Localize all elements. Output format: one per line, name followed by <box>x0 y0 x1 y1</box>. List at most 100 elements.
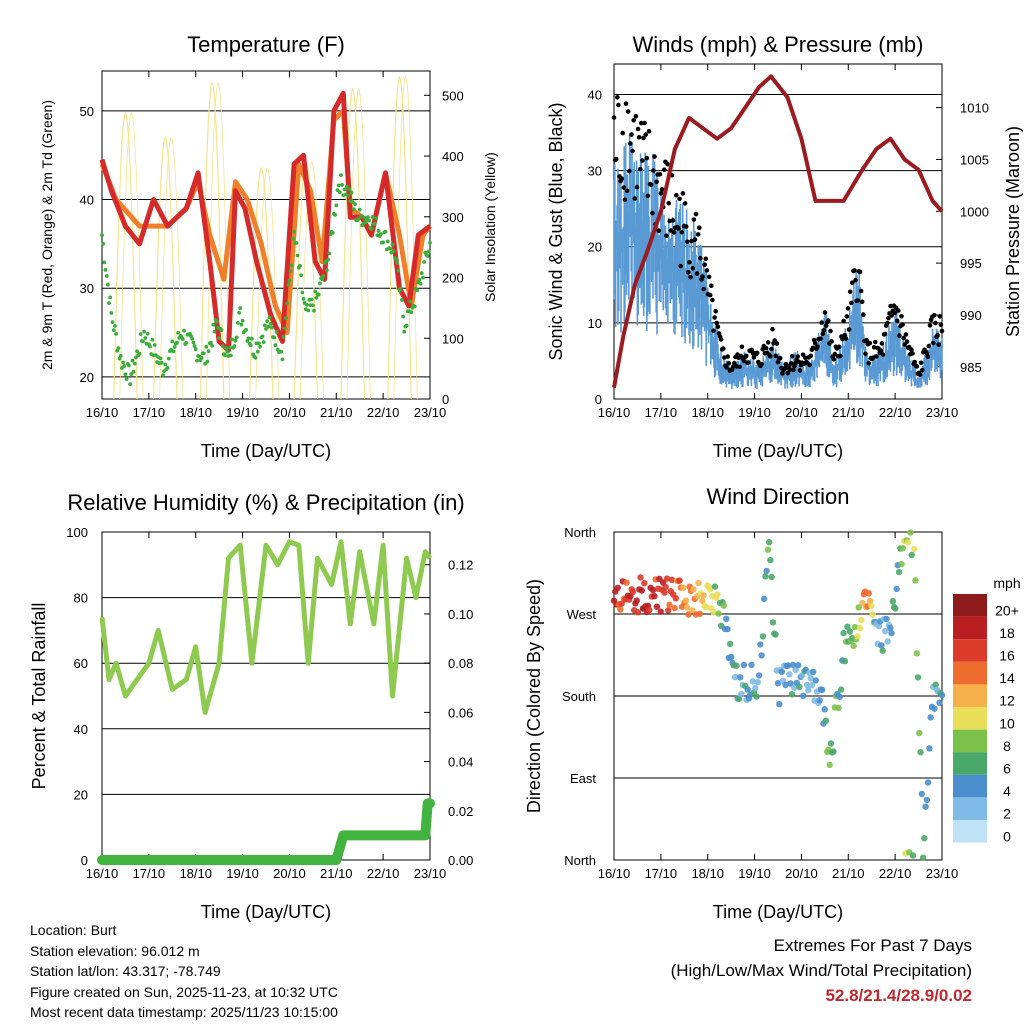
wind-direction-point <box>926 745 933 752</box>
wind-direction-point <box>684 604 691 611</box>
dewpoint-point <box>396 268 401 273</box>
wind-direction-point <box>822 717 830 724</box>
x-tick-label-4: 16/10 <box>598 866 631 881</box>
wind-direction-point <box>614 584 621 591</box>
dewpoint-point <box>165 366 170 370</box>
wind-gust-point <box>679 229 685 235</box>
dewpoint-point <box>199 356 204 360</box>
wind-gust-point <box>737 364 742 370</box>
dewpoint-point <box>192 344 197 348</box>
dewpoint-point <box>388 246 393 251</box>
dewpoint-point <box>409 310 414 314</box>
dewpoint-point <box>255 349 260 354</box>
wind-gust-point <box>914 364 920 369</box>
wind-gust-point <box>712 315 717 320</box>
wind-direction-point <box>850 642 857 650</box>
wind-gust-point <box>920 367 925 373</box>
x-tick-label-1: 17/10 <box>133 405 166 420</box>
colorbar-tick-label: 0 <box>1003 828 1011 844</box>
dewpoint-point <box>161 373 165 377</box>
wind-direction-point <box>714 591 721 598</box>
dewpoint-point <box>344 184 349 189</box>
dewpoint-point <box>327 251 332 256</box>
dewpoint-point <box>248 343 253 348</box>
dewpoint-point <box>334 203 339 208</box>
wind-direction-point <box>731 673 739 681</box>
wind-direction-point <box>752 685 759 692</box>
dewpoint-point <box>223 353 227 358</box>
wind-gust-point <box>695 232 701 237</box>
solar-insolation-pulse <box>255 167 280 400</box>
dewpoint-point <box>158 356 163 361</box>
wind-direction-point <box>927 714 934 721</box>
wind-direction-point <box>623 579 630 586</box>
wind-gust-point <box>642 120 647 126</box>
dewpoint-point <box>257 341 261 346</box>
wind-gust-point <box>682 201 688 206</box>
wind-gust-point <box>826 318 831 323</box>
dewpoint-point <box>193 347 198 352</box>
chart-title-1: Temperature (F) <box>187 32 345 57</box>
wind-direction-point <box>846 628 854 635</box>
wind-gust-point <box>791 367 796 373</box>
y2-tick-label-rh: 0.08 <box>448 656 473 671</box>
wind-direction-point <box>706 586 714 593</box>
wind-gust-point <box>611 115 617 120</box>
wind-gust-point <box>850 280 855 286</box>
wind-gust-point <box>777 355 783 361</box>
x-tick-label-1: 22/10 <box>367 405 400 420</box>
x-tick-label-4: 19/10 <box>738 866 771 881</box>
wind-gust-point <box>656 228 662 233</box>
wind-direction-point <box>646 606 653 614</box>
wind-direction-point <box>830 748 837 755</box>
dewpoint-point <box>401 314 405 319</box>
wind-gust-point <box>894 318 900 324</box>
wind-direction-point <box>661 589 668 596</box>
dewpoint-point <box>113 324 117 328</box>
dewpoint-point <box>266 324 271 329</box>
dewpoint-point <box>128 382 133 387</box>
dewpoint-point <box>268 321 273 326</box>
dewpoint-point <box>234 335 239 340</box>
wind-direction-point <box>844 623 851 630</box>
wind-gust-point <box>927 323 933 328</box>
extremes-title: Extremes For Past 7 Days <box>773 936 972 955</box>
wind-gust-point <box>933 320 938 326</box>
dewpoint-point <box>289 263 294 268</box>
dewpoint-point <box>163 362 168 367</box>
wind-direction-point <box>836 693 843 700</box>
dewpoint-point <box>191 340 196 345</box>
wind-gust-point <box>808 353 814 359</box>
wind-gust-point <box>852 268 857 273</box>
y-tick-label-wind: 20 <box>588 240 602 255</box>
dewpoint-point <box>281 334 286 339</box>
wind-direction-point <box>795 662 802 669</box>
wind-direction-point <box>733 662 740 669</box>
wind-direction-point <box>653 603 661 610</box>
chart-title-3: Relative Humidity (%) & Precipitation (i… <box>67 490 464 515</box>
wind-gust-point <box>730 364 736 370</box>
y-tick-label-temp: 30 <box>80 281 94 296</box>
x-tick-label-2: 22/10 <box>879 405 912 420</box>
wind-gust-point <box>838 353 843 359</box>
wind-gust-point <box>904 339 910 344</box>
wind-direction-point <box>889 598 896 605</box>
dewpoint-point <box>230 337 234 342</box>
wind-gust-point <box>789 354 795 359</box>
wind-gust-point <box>615 95 620 100</box>
x-tick-label-4: 23/10 <box>926 866 959 881</box>
wind-gust-point <box>670 218 676 223</box>
dewpoint-point <box>381 240 385 245</box>
dewpoint-point <box>280 357 285 362</box>
dewpoint-point <box>117 356 122 361</box>
x-tick-label-3: 21/10 <box>320 866 353 881</box>
wind-gust-point <box>710 297 715 303</box>
wind-gust-point <box>718 337 724 342</box>
wind-direction-point <box>856 624 864 632</box>
wind-gust-point <box>880 352 886 357</box>
dewpoint-point <box>385 239 390 244</box>
y2-tick-label-temp: 300 <box>442 210 464 225</box>
wind-direction-point <box>753 693 760 700</box>
colorbar-tick-label: 8 <box>1003 738 1011 754</box>
wind-gust-point <box>651 168 656 173</box>
